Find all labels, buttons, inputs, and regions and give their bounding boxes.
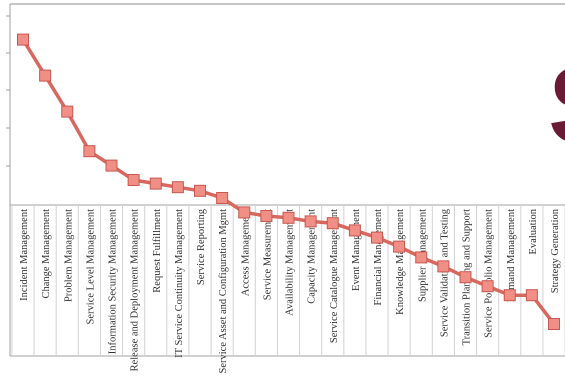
- category-label: Incident Management: [19, 209, 30, 301]
- data-point: [105, 159, 118, 172]
- category-label: Problem Management: [63, 209, 74, 302]
- data-point: [437, 260, 450, 273]
- data-point: [348, 224, 361, 237]
- data-point: [481, 280, 494, 293]
- category-label: IT Service Continuity Management: [174, 209, 185, 358]
- category-label: Service Validation and Testing: [439, 208, 450, 337]
- category-label: Service Portfolio Management: [484, 209, 495, 338]
- data-point: [393, 240, 406, 253]
- data-point: [83, 145, 96, 158]
- data-point: [459, 271, 472, 284]
- category-label: Evaluation: [528, 208, 539, 254]
- data-point: [260, 210, 273, 222]
- category-label: Service Catalogue Management: [329, 209, 340, 343]
- data-point: [326, 217, 339, 230]
- category-label: Information Security Management: [108, 209, 119, 354]
- data-point: [149, 177, 162, 190]
- data-point: [194, 184, 206, 197]
- category-label: Service Asset and Configuration Mgmt: [218, 209, 229, 374]
- category-label: Service Level Management: [85, 209, 96, 325]
- category-label: Service Measurement: [262, 209, 273, 300]
- category-label: Availability Management: [285, 209, 296, 316]
- category-label: Release and Deployment Management: [130, 209, 141, 371]
- category-label: Knowledge Management: [395, 209, 406, 315]
- data-point: [171, 181, 184, 194]
- category-label: Capacity Management: [307, 209, 318, 304]
- data-point: [525, 289, 538, 302]
- data-point: [282, 211, 295, 224]
- data-point: [304, 215, 317, 228]
- category-label: Financial Management: [373, 209, 384, 306]
- category-label: Service Reporting: [196, 208, 207, 285]
- data-point: [548, 318, 560, 330]
- category-label: Event Management: [351, 209, 362, 291]
- data-point: [238, 206, 251, 219]
- category-label: Request Fulfillment: [152, 209, 163, 293]
- data-point: [415, 251, 428, 264]
- category-label: Strategy Generation: [550, 208, 561, 293]
- partial-heading-letter: S: [548, 44, 565, 167]
- data-point: [61, 105, 74, 118]
- category-label: Change Management: [41, 209, 52, 299]
- data-point: [17, 33, 29, 46]
- category-label: Access Management: [240, 209, 251, 296]
- data-point: [127, 174, 140, 186]
- data-point: [371, 231, 383, 244]
- data-point: [39, 69, 52, 82]
- data-point: [216, 192, 229, 204]
- category-label: Demand Management: [506, 209, 517, 302]
- series-layer: [17, 33, 560, 330]
- data-point: [503, 289, 516, 302]
